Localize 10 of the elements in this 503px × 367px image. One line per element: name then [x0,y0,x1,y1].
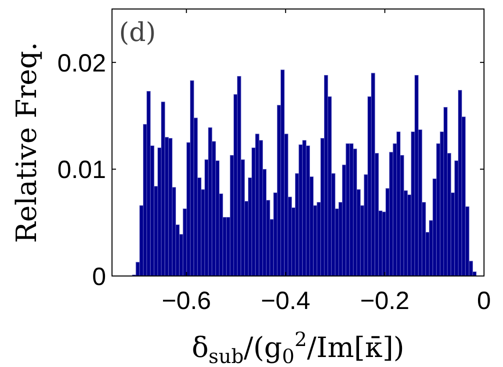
x-tick-label: −0.6 [162,287,212,315]
annotation: (d) [119,18,156,48]
x-tick-label: −0.2 [360,287,410,315]
x-tick-label: 0 [477,287,491,315]
x-tick-label: −0.4 [260,287,310,315]
y-tick-label: 0.02 [57,49,106,78]
x-axis-title: δ$_{sub}$/(g$_{0}$$^{2}$/Im[κ̄]) [192,328,404,367]
y-axis-title: Relative Freq. [10,42,43,244]
y-tick-label: 0.01 [57,156,106,184]
y-tick-label: 0 [92,263,106,291]
